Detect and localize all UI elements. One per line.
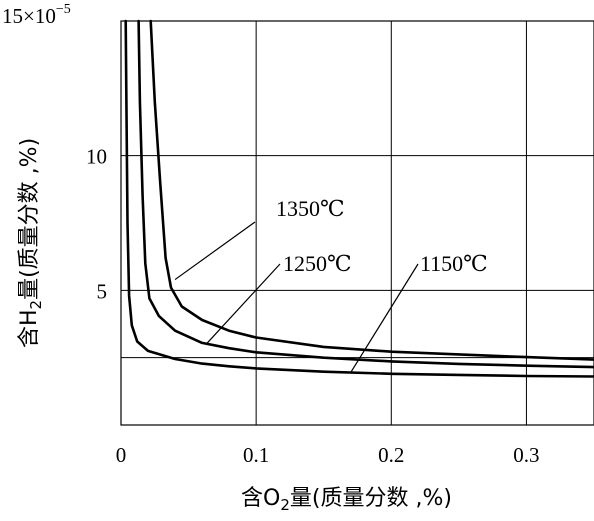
tick-labels: 0 0.1 0.2 0.3 5 10 bbox=[86, 145, 540, 467]
series-label-1250: 1250℃ bbox=[283, 251, 352, 276]
leader-line-2 bbox=[350, 263, 419, 373]
leader-line-1 bbox=[205, 263, 281, 345]
x-tick-label-2: 0.2 bbox=[378, 443, 404, 467]
x-tick-label-3: 0.3 bbox=[513, 443, 539, 467]
y-axis-title: 含H2量(质量分数 ,%) bbox=[17, 138, 45, 348]
leader-lines bbox=[174, 221, 419, 373]
y-tick-label-0: 5 bbox=[97, 279, 108, 303]
curves bbox=[124, 19, 594, 378]
plot-frame bbox=[120, 20, 594, 426]
y-tick-label-1: 10 bbox=[86, 145, 107, 169]
series-line-2 bbox=[124, 19, 594, 378]
leader-line-0 bbox=[174, 221, 256, 281]
grid bbox=[121, 21, 594, 425]
series-line-1 bbox=[137, 19, 594, 369]
x-axis-title: 含O2量(质量分数 ,%) bbox=[241, 486, 452, 514]
x-tick-label-1: 0.1 bbox=[243, 443, 269, 467]
series-label-1150: 1150℃ bbox=[420, 251, 488, 276]
x-tick-label-0: 0 bbox=[116, 443, 127, 467]
y-top-tick-label: 15×10−5 bbox=[2, 2, 71, 28]
series-label-1350: 1350℃ bbox=[276, 196, 345, 221]
series-line-0 bbox=[149, 19, 594, 361]
